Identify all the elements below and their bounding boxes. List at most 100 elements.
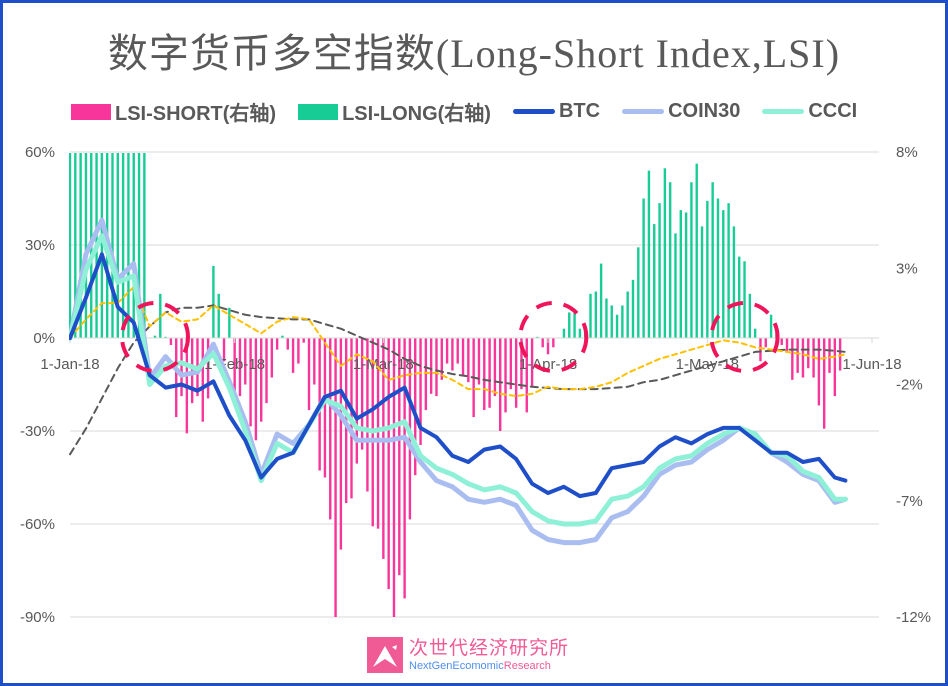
lsi-short-bar (403, 338, 406, 599)
lsi-long-bar (610, 305, 613, 338)
left-tick-label: -30% (20, 423, 55, 440)
x-tick-label: 1-Jan-18 (40, 356, 99, 373)
annotation-circle (119, 301, 190, 373)
annotation-circle (709, 301, 780, 373)
right-axis: 8% 3% -2% -7% -12% (896, 144, 931, 626)
lsi-long-bar (647, 170, 651, 338)
lsi-long-bar (769, 314, 773, 338)
lsi-short-bar (541, 338, 544, 348)
logo-text-cn: 次世代经济研究所 (409, 637, 570, 659)
lsi-long-bar (663, 168, 667, 338)
lsi-short-bar (360, 338, 364, 450)
lsi-short-bar (530, 338, 534, 387)
lsi-long-bar (626, 291, 629, 338)
lsi-short-bar (254, 338, 258, 441)
lsi-long-bar (127, 153, 130, 338)
lsi-short-bar (514, 338, 518, 408)
lsi-long-bar (90, 153, 93, 338)
lsi-long-bar (722, 210, 725, 338)
lsi-short-bar (382, 338, 385, 559)
lsi-short-bar (419, 338, 422, 445)
right-tick-label: 8% (896, 144, 918, 161)
lsi-long-bar (690, 182, 693, 338)
lsi-long-bar (668, 182, 672, 338)
lsi-short-bar (190, 338, 194, 404)
lsi-short-bar (424, 338, 428, 411)
lsi-short-bar (451, 338, 454, 371)
left-tick-label: 0% (33, 330, 55, 347)
series-lines (69, 217, 848, 546)
lsi-long-bar (100, 153, 104, 338)
lsi-short-bar (366, 338, 369, 492)
left-tick-label: 60% (25, 144, 55, 161)
lsi-short-bar (552, 338, 555, 348)
lsi-short-bar (392, 338, 396, 617)
legend-swatch (298, 103, 339, 120)
left-tick-label: -60% (20, 516, 55, 533)
lsi-long-bar (589, 293, 592, 338)
lsi-long-bar (615, 314, 619, 338)
lsi-short-bar (180, 338, 183, 397)
lsi-short-bar (286, 338, 289, 350)
lsi-short-bar (791, 338, 794, 380)
lsi-long-bar (74, 153, 77, 338)
lsi-long-bar (217, 293, 220, 338)
lsi-long-bar (753, 328, 757, 338)
lsi-short-bar (828, 338, 831, 373)
series-line-btc (69, 252, 848, 499)
lsi-short-bar (414, 338, 417, 476)
lsi-long-bar (706, 200, 709, 338)
lsi-short-bar (260, 338, 263, 422)
lsi-long-bar (594, 291, 598, 338)
lsi-short-bar (297, 338, 300, 364)
legend-swatch (71, 103, 111, 120)
lsi-long-bar (642, 198, 645, 338)
lsi-short-bar (785, 338, 789, 352)
lsi-long-bar (143, 153, 146, 338)
legend: LSI-SHORT(右轴) LSI-LONG(右轴) BTC COIN30 CC… (71, 97, 857, 126)
legend-item-lsi-long: LSI-LONG(右轴) (298, 97, 491, 126)
x-tick-label: 1-Mar-18 (353, 356, 414, 373)
lsi-short-bar (477, 338, 481, 385)
lsi-long-bar (536, 336, 539, 338)
lsi-short-bar (302, 338, 305, 343)
lsi-short-bar (313, 338, 316, 385)
lsi-long-bar (605, 298, 608, 338)
lsi-long-bar (679, 210, 682, 338)
lsi-short-bar (307, 338, 311, 411)
lsi-short-bar (244, 338, 247, 385)
lsi-short-bar (801, 338, 805, 378)
legend-item-lsi-short: LSI-SHORT(右轴) (71, 97, 276, 126)
lsi-short-bar (175, 338, 178, 418)
lsi-short-bar (233, 338, 236, 404)
lsi-long-bar (658, 203, 661, 338)
lsi-short-bar (270, 338, 274, 378)
legend-label: BTC (558, 100, 601, 122)
lsi-short-bar (525, 338, 528, 413)
lsi-short-bar (440, 338, 443, 380)
lsi-short-bar (780, 338, 783, 345)
lsi-short-bar (499, 338, 502, 431)
chart-title: 数字货币多空指数(Long-Short Index,LSI) (107, 31, 841, 76)
lsi-long-bar (573, 312, 576, 338)
lsi-short-bar (206, 338, 210, 399)
lsi-short-bar (265, 338, 268, 404)
lsi-short-bar (323, 338, 327, 478)
right-tick-label: -7% (896, 493, 923, 510)
lsi-long-bar (116, 153, 120, 338)
legend-swatch (512, 109, 555, 114)
lsi-short-bar (456, 338, 459, 364)
lsi-long-bar (84, 153, 88, 338)
lsi-short-bar (355, 338, 359, 464)
logo-text-en-a: NextGenEcomomic (409, 659, 504, 672)
lsi-short-bar (291, 338, 295, 373)
lsi-long-bar (695, 163, 698, 338)
lsi-long-bar (79, 153, 82, 338)
lsi-long-bar (637, 247, 640, 338)
lsi-short-bar (467, 338, 470, 383)
legend-label: LSI-LONG(右轴) (342, 103, 491, 125)
lsi-long-bar (711, 182, 714, 338)
lsi-long-bar (132, 153, 135, 338)
legend-item-btc: BTC (512, 100, 601, 123)
